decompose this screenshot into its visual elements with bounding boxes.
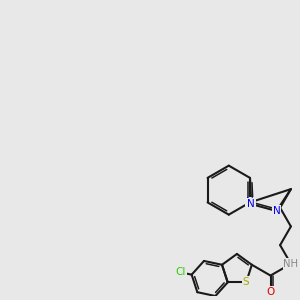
Text: N: N	[246, 197, 254, 207]
Text: O: O	[266, 287, 274, 297]
Text: NH: NH	[284, 259, 298, 269]
Text: S: S	[243, 277, 250, 287]
Text: N: N	[247, 199, 255, 209]
Text: Cl: Cl	[176, 267, 186, 278]
Text: N: N	[273, 206, 280, 216]
